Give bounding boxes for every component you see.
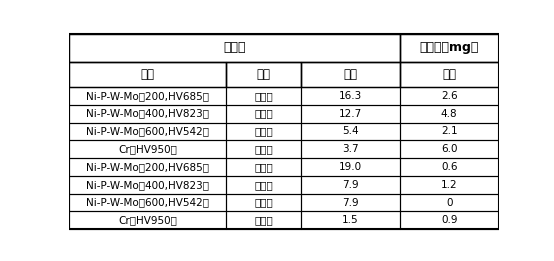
- Text: 7.9: 7.9: [342, 198, 359, 207]
- Text: 转子: 转子: [141, 68, 155, 81]
- Text: 6.0: 6.0: [441, 144, 458, 154]
- Text: 1.2: 1.2: [441, 180, 458, 190]
- Text: Ni-P-W-Mo（400,HV823）: Ni-P-W-Mo（400,HV823）: [86, 109, 209, 119]
- Bar: [226, 87, 301, 105]
- Text: Ni-P-W-Mo（600,HV542）: Ni-P-W-Mo（600,HV542）: [86, 198, 209, 207]
- Text: 3.7: 3.7: [342, 144, 359, 154]
- Bar: [400, 211, 499, 229]
- Text: 0.6: 0.6: [441, 162, 458, 172]
- Bar: [69, 87, 226, 105]
- Bar: [226, 123, 301, 140]
- Text: 定子: 定子: [257, 68, 270, 81]
- Text: Ni-P-W-Mo（200,HV685）: Ni-P-W-Mo（200,HV685）: [86, 162, 209, 172]
- Bar: [69, 194, 226, 211]
- Bar: [301, 105, 400, 123]
- Bar: [69, 105, 226, 123]
- Text: 5.4: 5.4: [342, 126, 359, 137]
- Bar: [400, 140, 499, 158]
- Bar: [301, 62, 400, 87]
- Text: 磨损量（mg）: 磨损量（mg）: [419, 41, 479, 55]
- Bar: [400, 194, 499, 211]
- Bar: [301, 140, 400, 158]
- Text: 不锈锤: 不锈锤: [254, 215, 273, 226]
- Text: 2.6: 2.6: [441, 91, 458, 101]
- Text: 不锈锤: 不锈锤: [254, 180, 273, 190]
- Bar: [400, 105, 499, 123]
- Bar: [400, 123, 499, 140]
- Text: 2.1: 2.1: [441, 126, 458, 137]
- Text: 锡青铜: 锡青铜: [254, 144, 273, 154]
- Bar: [301, 158, 400, 176]
- Text: 锡青铜: 锡青铜: [254, 91, 273, 101]
- Bar: [69, 211, 226, 229]
- Text: 锡青铜: 锡青铜: [254, 126, 273, 137]
- Bar: [69, 62, 226, 87]
- Text: 1.5: 1.5: [342, 215, 359, 226]
- Bar: [226, 158, 301, 176]
- Bar: [400, 62, 499, 87]
- Bar: [400, 176, 499, 194]
- Bar: [301, 194, 400, 211]
- Bar: [226, 194, 301, 211]
- Text: 12.7: 12.7: [339, 109, 362, 119]
- Text: Ni-P-W-Mo（600,HV542）: Ni-P-W-Mo（600,HV542）: [86, 126, 209, 137]
- Bar: [226, 211, 301, 229]
- Bar: [69, 140, 226, 158]
- Text: Cr（HV950）: Cr（HV950）: [118, 215, 177, 226]
- Bar: [69, 158, 226, 176]
- Bar: [301, 123, 400, 140]
- Text: Cr（HV950）: Cr（HV950）: [118, 144, 177, 154]
- Bar: [301, 87, 400, 105]
- Text: 试验副: 试验副: [223, 41, 246, 55]
- Bar: [301, 176, 400, 194]
- Bar: [226, 105, 301, 123]
- Text: Ni-P-W-Mo（200,HV685）: Ni-P-W-Mo（200,HV685）: [86, 91, 209, 101]
- Text: 不锈锤: 不锈锤: [254, 198, 273, 207]
- Bar: [400, 158, 499, 176]
- Bar: [226, 176, 301, 194]
- Bar: [69, 34, 400, 62]
- Text: 不锈锤: 不锈锤: [254, 162, 273, 172]
- Bar: [226, 140, 301, 158]
- Text: 锡青铜: 锡青铜: [254, 109, 273, 119]
- Text: 0: 0: [446, 198, 453, 207]
- Bar: [69, 123, 226, 140]
- Text: 0.9: 0.9: [441, 215, 458, 226]
- Text: 4.8: 4.8: [441, 109, 458, 119]
- Bar: [69, 176, 226, 194]
- Bar: [301, 211, 400, 229]
- Text: 19.0: 19.0: [339, 162, 362, 172]
- Bar: [400, 87, 499, 105]
- Text: 16.3: 16.3: [339, 91, 362, 101]
- Bar: [226, 62, 301, 87]
- Text: 转子: 转子: [343, 68, 357, 81]
- Bar: [400, 34, 499, 62]
- Text: 定子: 定子: [442, 68, 456, 81]
- Text: 7.9: 7.9: [342, 180, 359, 190]
- Text: Ni-P-W-Mo（400,HV823）: Ni-P-W-Mo（400,HV823）: [86, 180, 209, 190]
